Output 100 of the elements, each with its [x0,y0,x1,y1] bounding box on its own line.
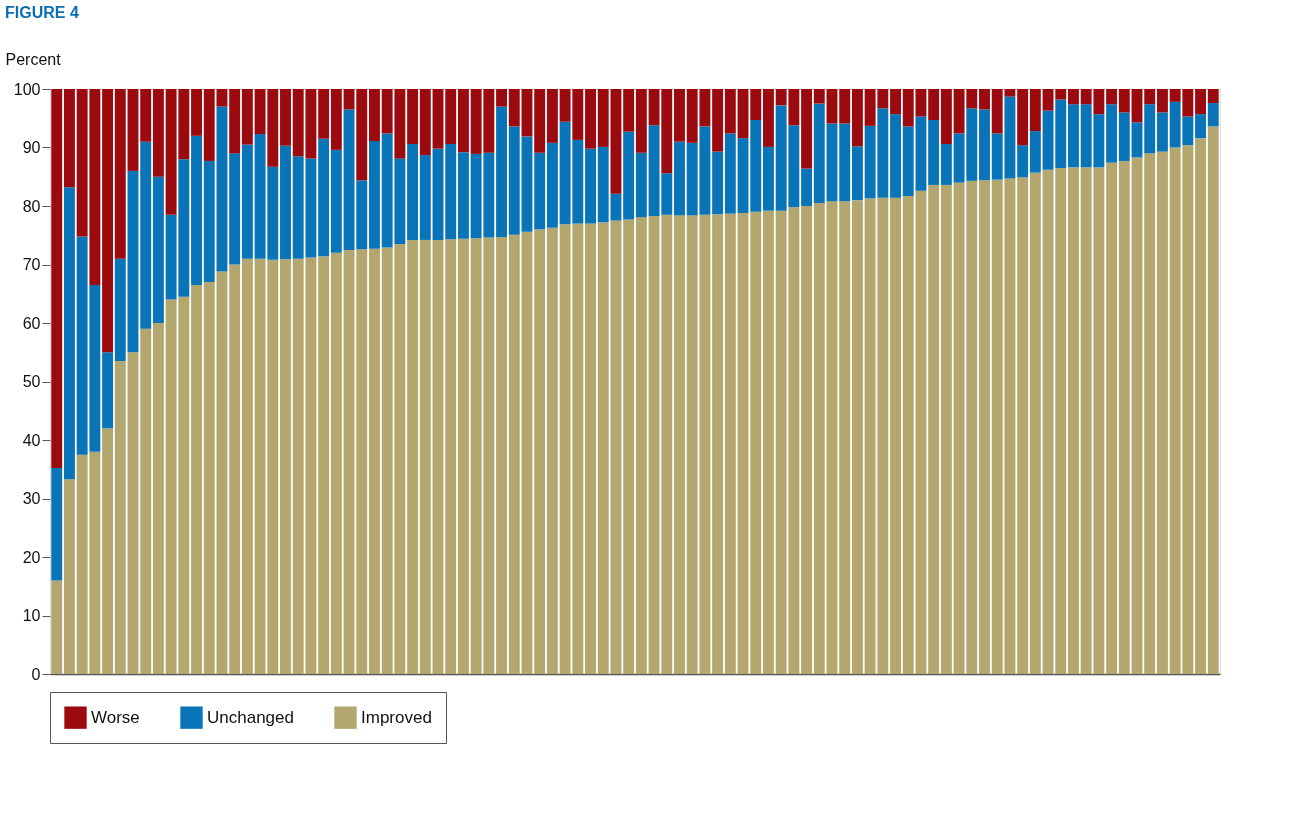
bar [801,206,813,674]
bar [979,180,990,674]
bar [1131,122,1143,158]
bar [826,89,838,124]
bar [801,89,813,169]
bar [280,145,291,260]
bar [1207,126,1219,674]
bar [457,238,469,674]
bar [407,89,419,144]
bar [63,479,75,674]
bar [1029,172,1041,674]
bar [445,89,457,144]
bar [1195,114,1207,139]
bar [534,152,546,230]
bar [1195,89,1207,115]
bar [534,89,546,153]
bar [546,227,558,674]
bar [928,89,940,121]
bar [508,89,520,127]
y-tick-label: 90 [22,139,41,156]
bar [127,352,139,674]
legend-label: Worse [91,707,140,727]
bar [1144,104,1156,154]
bar [839,89,851,124]
bar [724,133,736,214]
bar [737,138,749,214]
bar [457,152,469,239]
bar [1106,89,1118,105]
bar [1118,112,1130,161]
bar [140,328,152,674]
bar [979,109,990,181]
bar [1207,103,1219,127]
bar [839,201,851,674]
bar [1029,131,1041,173]
bar [152,176,164,323]
bar [508,126,520,235]
bar [241,144,253,259]
bar [140,141,152,329]
y-tick-label: 50 [22,373,41,390]
bar [1144,89,1156,105]
bar [457,89,469,153]
bar [623,89,635,132]
bar [851,146,863,201]
bar [851,89,863,147]
bar [1029,89,1041,132]
bar [318,89,330,139]
bar [496,106,508,238]
bar [419,239,431,674]
bar [51,468,63,581]
bar [635,217,647,674]
bar [712,151,724,215]
y-tick-label: 80 [22,197,41,215]
bar [229,264,241,674]
bar [369,141,380,249]
bar [750,89,762,120]
bar [762,210,774,674]
bar [1131,89,1143,123]
bar [280,89,291,146]
bar [63,187,75,480]
y-tick-label: 30 [22,490,41,507]
bar [140,89,152,142]
bar [241,89,253,145]
bar [1106,162,1118,674]
bar [635,152,647,218]
bar [813,89,825,104]
bar [801,168,813,206]
bar [330,252,342,674]
bar [851,200,863,674]
bar [445,143,457,240]
bar [940,143,952,185]
bar [1068,104,1079,168]
legend-label: Improved [361,707,432,727]
bar [1156,112,1168,152]
bar [521,89,533,137]
bar [102,428,114,674]
bar [369,89,380,142]
bar [191,89,202,136]
bar [712,214,724,674]
bar [432,239,444,674]
bar [51,580,63,674]
bar [1106,104,1118,163]
bar [432,89,444,149]
bar [1118,160,1130,674]
bar [330,89,342,150]
bar [1131,157,1143,674]
bar [102,89,114,353]
bar [330,149,342,253]
bar [241,258,253,674]
bar [407,143,419,240]
bar [280,259,291,674]
chart-title: FIGURE 4 [5,4,79,21]
bar [1156,89,1168,113]
bar [674,215,685,674]
bar [318,138,330,257]
bar [813,203,825,674]
bar [826,123,838,202]
bar [229,89,241,154]
bar [1017,177,1029,674]
bar [508,234,520,674]
y-tick-label: 70 [22,256,41,273]
